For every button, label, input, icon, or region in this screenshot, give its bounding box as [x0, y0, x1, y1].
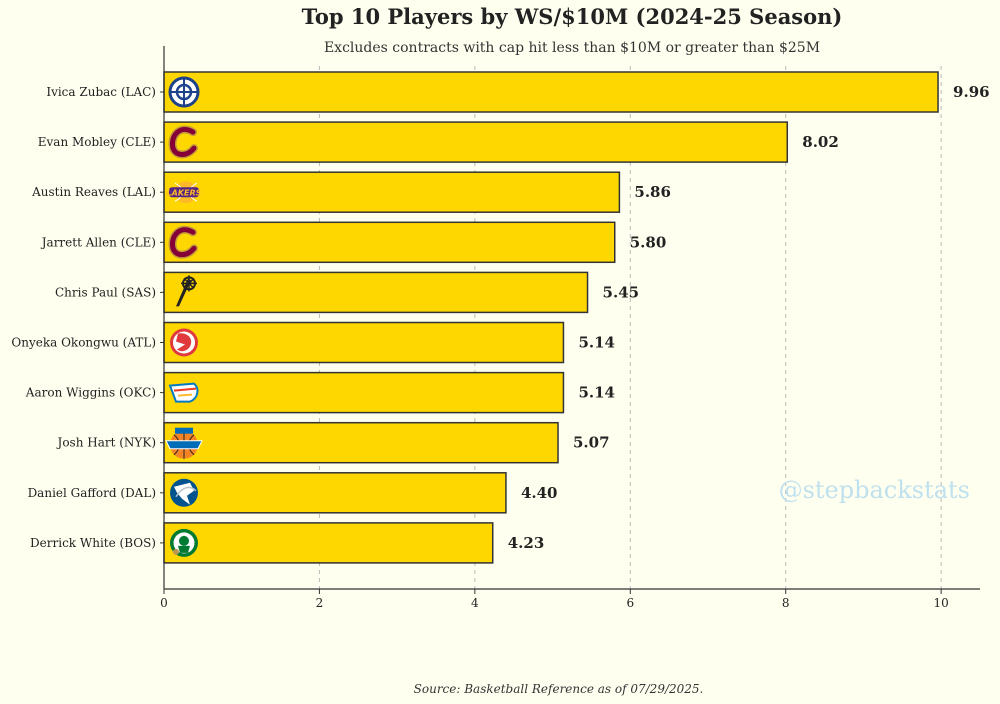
category-label: Ivica Zubac (LAC) [46, 85, 156, 99]
value-label: 8.02 [802, 133, 839, 151]
value-label: 5.80 [630, 233, 667, 251]
logo-figure-body [178, 545, 190, 553]
category-label: Evan Mobley (CLE) [38, 135, 156, 149]
axes: 0 2 4 6 8 10 [160, 46, 980, 610]
value-label: 5.14 [578, 384, 615, 402]
category-label: Derrick White (BOS) [30, 536, 156, 550]
chart-title: Top 10 Players by WS/$10M (2024-25 Seaso… [301, 4, 843, 29]
x-tick-label: 10 [934, 596, 949, 610]
bars [163, 71, 939, 564]
category-label: Austin Reaves (LAL) [31, 185, 156, 199]
value-label: 5.07 [573, 434, 610, 452]
logo-c [169, 127, 197, 157]
x-tick-label: 4 [471, 596, 479, 610]
logo-banner [169, 187, 199, 198]
category-label: Jarrett Allen (CLE) [40, 235, 156, 249]
knicks-logo-icon [165, 427, 203, 459]
source-note: Source: Basketball Reference as of 07/29… [413, 682, 704, 696]
category-label: Daniel Gafford (DAL) [28, 486, 156, 500]
spurs-logo-icon [176, 275, 197, 307]
bar [163, 171, 621, 213]
logo-stripe [173, 387, 197, 392]
value-labels: 9.96 8.02 5.86 5.80 5.45 5.14 5.14 5.07 4.40 4.23 [508, 83, 990, 552]
value-label: 4.23 [508, 534, 545, 552]
x-tick-label: 8 [782, 596, 790, 610]
x-tick-label: 0 [160, 596, 168, 610]
value-label: 5.86 [634, 183, 671, 201]
logo-ball [173, 548, 179, 555]
logo-text: LAKERS [167, 189, 202, 198]
bar [163, 321, 565, 364]
bar [163, 71, 939, 113]
logo-banner [165, 440, 203, 450]
hawks-logo-icon [170, 328, 198, 357]
chart-subtitle: Excludes contracts with cap hit less tha… [323, 40, 821, 56]
mavericks-logo-icon [170, 478, 198, 507]
value-label: 5.14 [578, 334, 615, 352]
category-label: Aaron Wiggins (OKC) [25, 386, 156, 400]
category-labels: Ivica Zubac (LAC) Evan Mobley (CLE) Austin… [11, 85, 156, 550]
bar [163, 522, 494, 564]
cavaliers-logo-icon [168, 125, 198, 159]
bar [163, 371, 565, 414]
logo-c [169, 227, 197, 258]
x-tick-label: 2 [316, 596, 324, 610]
thunder-logo-icon [168, 382, 199, 403]
lakers-logo-icon: LAKERS [167, 181, 202, 204]
team-logos: LAKERS [165, 76, 203, 557]
value-label: 9.96 [953, 83, 990, 101]
value-label: 4.40 [521, 484, 558, 502]
value-label: 5.45 [603, 283, 640, 301]
bar [163, 221, 616, 264]
logo-spur-spokes [181, 275, 197, 292]
logo-figure-head [179, 535, 189, 546]
category-label: Chris Paul (SAS) [55, 285, 156, 299]
logo-top-banner [175, 427, 193, 434]
logo-shield [168, 382, 199, 403]
x-tick-label: 6 [626, 596, 634, 610]
logo-horse [174, 482, 194, 505]
watermark: @stepbackstats [778, 476, 970, 504]
logo-stripe [177, 393, 193, 397]
celtics-logo-icon [170, 528, 198, 557]
clippers-logo-icon [168, 76, 200, 108]
bar [163, 121, 789, 163]
bar [163, 421, 559, 464]
cavaliers-logo-icon [168, 225, 198, 259]
logo-hawk [176, 333, 192, 352]
bar [163, 472, 507, 514]
bar [163, 271, 589, 314]
logo-arc [175, 486, 197, 498]
category-label: Onyeka Okongwu (ATL) [11, 336, 156, 350]
category-label: Josh Hart (NYK) [56, 436, 156, 450]
